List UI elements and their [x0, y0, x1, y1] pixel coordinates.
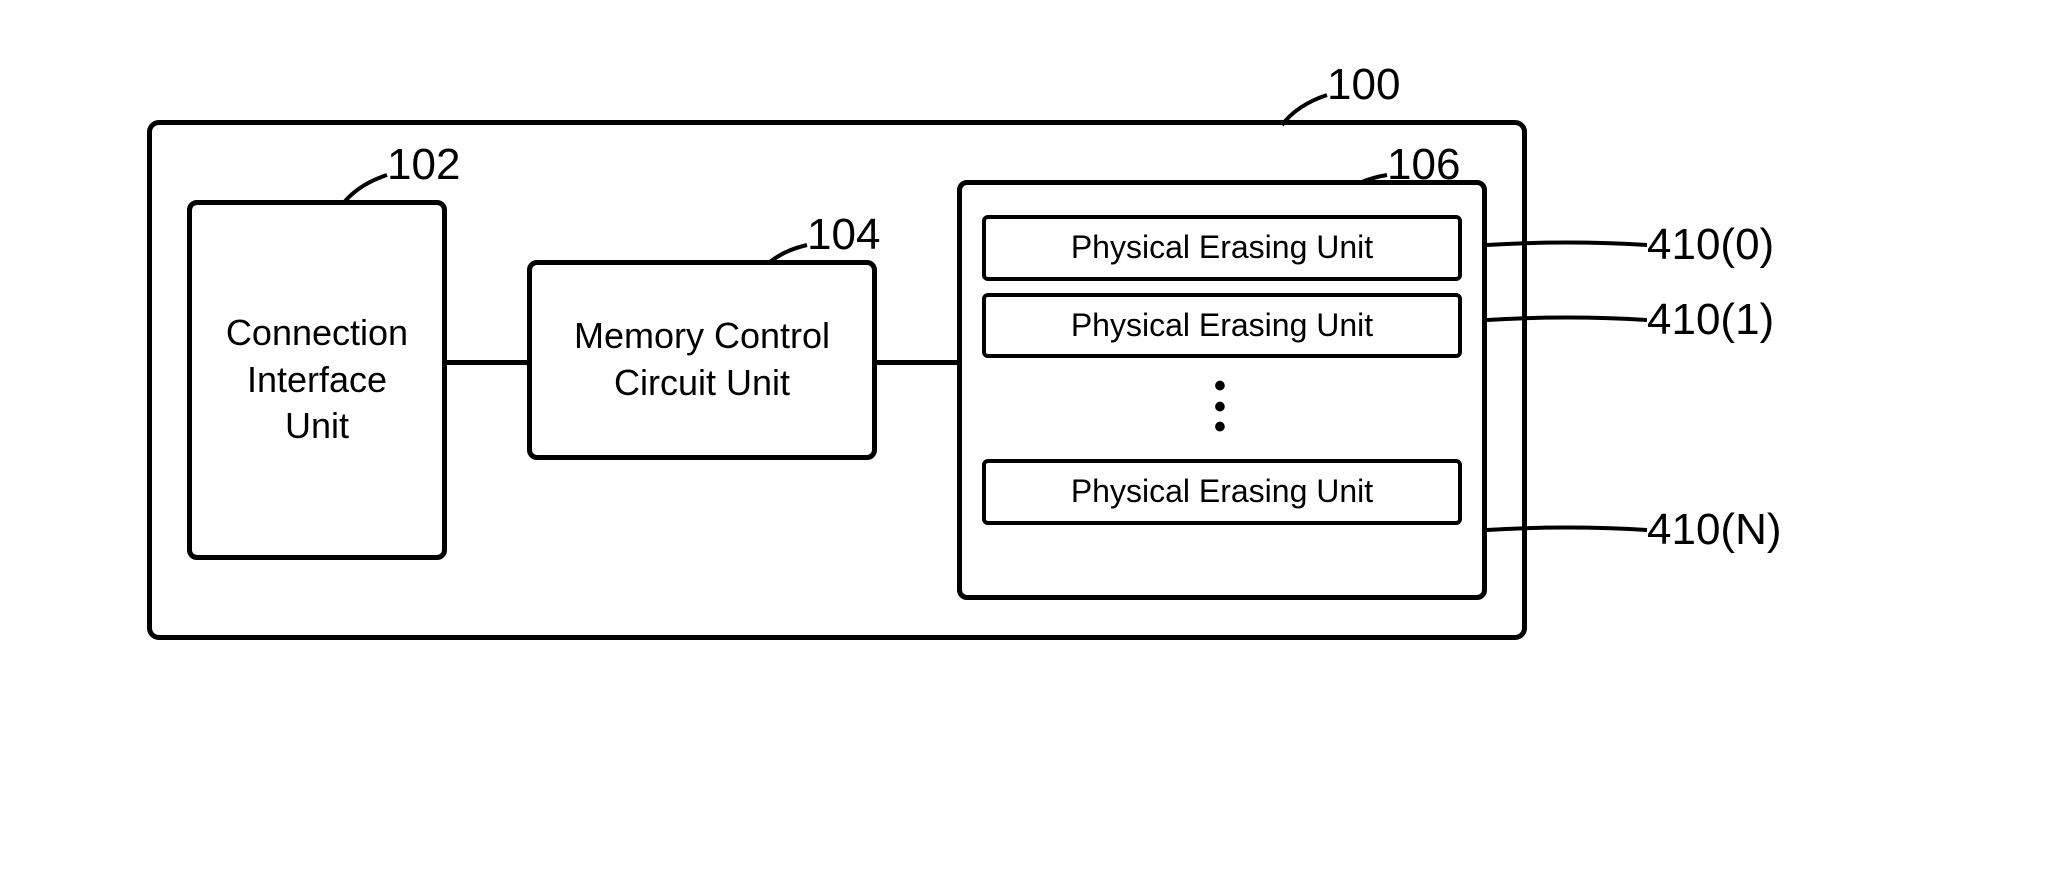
- label-410-0: 410(0): [1647, 220, 1774, 270]
- ellipsis-icon: •••: [982, 376, 1462, 437]
- label-410-1: 410(1): [1647, 295, 1774, 345]
- label-100: 100: [1327, 60, 1400, 110]
- physical-erasing-unit: Physical Erasing Unit: [982, 215, 1462, 281]
- connector-line: [447, 360, 527, 365]
- connector-line: [877, 360, 957, 365]
- diagram-container: 100 102 104 106 410(0) 410(1) 410(N) Con…: [127, 40, 1927, 740]
- memory-label: Memory Control Circuit Unit: [574, 313, 830, 407]
- connection-interface-unit: Connection Interface Unit: [187, 200, 447, 560]
- physical-erasing-unit: Physical Erasing Unit: [982, 459, 1462, 525]
- physical-erasing-unit: Physical Erasing Unit: [982, 293, 1462, 359]
- memory-control-circuit-unit: Memory Control Circuit Unit: [527, 260, 877, 460]
- connection-label: Connection Interface Unit: [226, 310, 408, 450]
- label-410-n: 410(N): [1647, 505, 1782, 555]
- storage-unit: Physical Erasing Unit Physical Erasing U…: [957, 180, 1487, 600]
